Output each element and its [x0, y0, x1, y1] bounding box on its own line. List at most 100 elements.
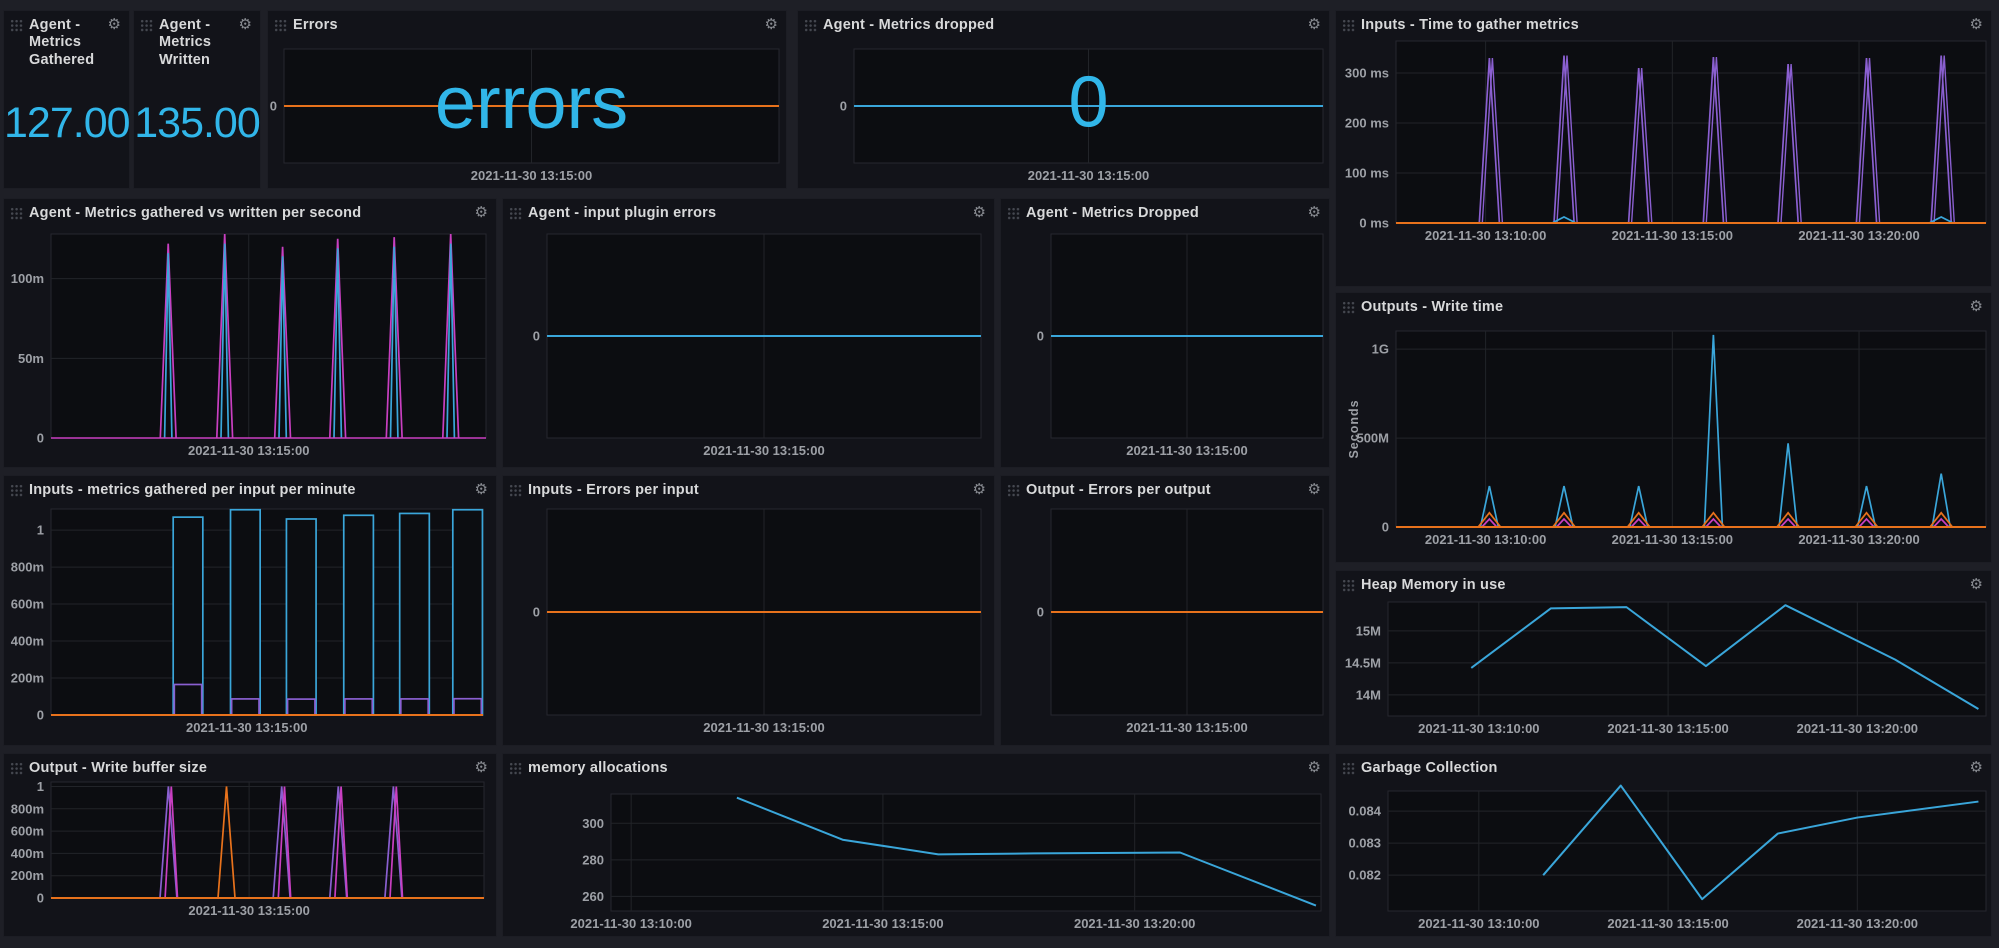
panel-write-buffer-size: Output - Write buffer size ⚙ 1 800m 600m 40… [3, 753, 497, 937]
gear-icon[interactable]: ⚙ [1969, 16, 1983, 33]
svg-text:2021-11-30 13:15:00: 2021-11-30 13:15:00 [1607, 721, 1728, 736]
gear-icon[interactable]: ⚙ [474, 204, 488, 221]
gear-icon[interactable]: ⚙ [972, 481, 986, 498]
drag-handle-icon[interactable] [1342, 19, 1355, 32]
panel-header: Outputs - Write time ⚙ [1336, 293, 1991, 316]
panel-title[interactable]: Inputs - Errors per input [528, 482, 699, 498]
svg-text:500M: 500M [1356, 431, 1389, 446]
panel-title[interactable]: Errors [293, 17, 338, 33]
panel-input-plugin-errors: Agent - input plugin errors ⚙ 0 2021-11-3… [502, 198, 995, 468]
svg-text:800m: 800m [11, 801, 44, 816]
memory-allocations-chart: 300 280 260 2021-11-30 13:10:00 2021-11-30 1… [570, 793, 1322, 931]
panel-garbage-collection: Garbage Collection ⚙ 0.084 0.083 0.082 2021… [1335, 753, 1992, 937]
panel-title[interactable]: Agent - Metrics Dropped [1026, 205, 1199, 221]
gear-icon[interactable]: ⚙ [764, 16, 778, 33]
svg-text:600m: 600m [11, 597, 44, 612]
panel-header: Garbage Collection ⚙ [1336, 754, 1991, 777]
drag-handle-icon[interactable] [509, 484, 522, 497]
svg-text:2021-11-30 13:15:00: 2021-11-30 13:15:00 [188, 443, 309, 458]
drag-handle-icon[interactable] [1007, 207, 1020, 220]
svg-text:1G: 1G [1372, 342, 1389, 357]
stat-value: 135.00 [134, 99, 261, 147]
panel-title[interactable]: Garbage Collection [1361, 760, 1498, 776]
svg-text:14M: 14M [1356, 687, 1381, 702]
svg-text:300: 300 [582, 816, 604, 831]
panel-header: Agent - Metrics gathered vs written per … [4, 199, 496, 222]
panel-title[interactable]: Inputs - Time to gather metrics [1361, 17, 1579, 33]
panel-header: Agent - Metrics Gathered ⚙ [4, 11, 129, 69]
panel-title[interactable]: Agent - Metrics gathered vs written per … [29, 205, 362, 221]
panel-outputs-write-time: Outputs - Write time ⚙ 1G 500M 0 2021-11-30… [1335, 292, 1992, 563]
panel-title[interactable]: Agent - Metrics dropped [823, 17, 995, 33]
panel-title[interactable]: Agent - Metrics Gathered [29, 17, 95, 68]
panel-title[interactable]: Inputs - metrics gathered per input per … [29, 482, 356, 498]
gear-icon[interactable]: ⚙ [1307, 759, 1321, 776]
svg-text:2021-11-30 13:15:00: 2021-11-30 13:15:00 [703, 443, 824, 458]
gear-icon[interactable]: ⚙ [474, 481, 488, 498]
gear-icon[interactable]: ⚙ [972, 204, 986, 221]
drag-handle-icon[interactable] [140, 19, 153, 32]
drag-handle-icon[interactable] [804, 19, 817, 32]
panel-title[interactable]: Output - Errors per output [1026, 482, 1211, 498]
svg-text:0: 0 [37, 891, 44, 906]
svg-text:2021-11-30 13:15:00: 2021-11-30 13:15:00 [1612, 228, 1733, 243]
panel-title[interactable]: Output - Write buffer size [29, 760, 208, 776]
gear-icon[interactable]: ⚙ [1969, 759, 1983, 776]
svg-text:0: 0 [37, 708, 44, 723]
svg-text:2021-11-30 13:20:00: 2021-11-30 13:20:00 [1797, 721, 1918, 736]
svg-text:100 ms: 100 ms [1345, 166, 1389, 181]
panel-header: Agent - Metrics Written ⚙ [134, 11, 260, 69]
panel-title[interactable]: Heap Memory in use [1361, 577, 1506, 593]
panel-header: Inputs - metrics gathered per input per … [4, 476, 496, 499]
gear-icon[interactable]: ⚙ [474, 759, 488, 776]
gear-icon[interactable]: ⚙ [1969, 576, 1983, 593]
drag-handle-icon[interactable] [10, 762, 23, 775]
svg-text:0: 0 [1382, 520, 1389, 535]
panel-title[interactable]: Agent - Metrics Written [159, 17, 212, 68]
drag-handle-icon[interactable] [1342, 579, 1355, 592]
gear-icon[interactable]: ⚙ [1969, 298, 1983, 315]
panel-title[interactable]: Outputs - Write time [1361, 299, 1504, 315]
svg-text:50m: 50m [18, 351, 44, 366]
panel-header: Output - Write buffer size ⚙ [4, 754, 496, 777]
write-buffer-chart: 1 800m 600m 400m 200m 0 2021-11-30 13:15:00 [11, 779, 485, 918]
svg-text:200m: 200m [11, 671, 44, 686]
gear-icon[interactable]: ⚙ [238, 16, 252, 33]
svg-text:0: 0 [840, 99, 847, 114]
drag-handle-icon[interactable] [1342, 301, 1355, 314]
svg-text:2021-11-30 13:15:00: 2021-11-30 13:15:00 [188, 903, 309, 918]
drag-handle-icon[interactable] [509, 762, 522, 775]
drag-handle-icon[interactable] [274, 19, 287, 32]
gear-icon[interactable]: ⚙ [1307, 16, 1321, 33]
gear-icon[interactable]: ⚙ [1307, 204, 1321, 221]
panel-title[interactable]: Agent - input plugin errors [528, 205, 717, 221]
svg-text:2021-11-30 13:15:00: 2021-11-30 13:15:00 [1612, 532, 1733, 547]
errors-per-input-chart: 0 2021-11-30 13:15:00 [533, 508, 982, 735]
gear-icon[interactable]: ⚙ [107, 16, 121, 33]
drag-handle-icon[interactable] [10, 207, 23, 220]
svg-text:2021-11-30 13:10:00: 2021-11-30 13:10:00 [570, 916, 691, 931]
svg-text:400m: 400m [11, 634, 44, 649]
panel-inputs-per-minute: Inputs - metrics gathered per input per … [3, 475, 497, 746]
svg-text:300 ms: 300 ms [1345, 66, 1389, 81]
garbage-collection-chart: 0.084 0.083 0.082 2021-11-30 13:10:00 2021-1… [1348, 784, 1987, 931]
drag-handle-icon[interactable] [1342, 762, 1355, 775]
drag-handle-icon[interactable] [509, 207, 522, 220]
svg-text:2021-11-30 13:15:00: 2021-11-30 13:15:00 [1126, 443, 1247, 458]
panel-header: Inputs - Time to gather metrics ⚙ [1336, 11, 1991, 34]
gear-icon[interactable]: ⚙ [1307, 481, 1321, 498]
drag-handle-icon[interactable] [10, 484, 23, 497]
panel-header: Inputs - Errors per input ⚙ [503, 476, 994, 499]
panel-header: Heap Memory in use ⚙ [1336, 571, 1991, 594]
panel-title[interactable]: memory allocations [528, 760, 668, 776]
svg-text:2021-11-30 13:20:00: 2021-11-30 13:20:00 [1798, 532, 1919, 547]
drag-handle-icon[interactable] [10, 19, 23, 32]
svg-text:2021-11-30 13:15:00: 2021-11-30 13:15:00 [1028, 168, 1149, 183]
svg-text:0.083: 0.083 [1348, 836, 1381, 851]
svg-text:0 ms: 0 ms [1359, 216, 1389, 231]
errors-per-output-chart: 0 2021-11-30 13:15:00 [1037, 508, 1324, 735]
panel-header: Agent - input plugin errors ⚙ [503, 199, 994, 222]
panel-header: Output - Errors per output ⚙ [1001, 476, 1329, 499]
drag-handle-icon[interactable] [1007, 484, 1020, 497]
